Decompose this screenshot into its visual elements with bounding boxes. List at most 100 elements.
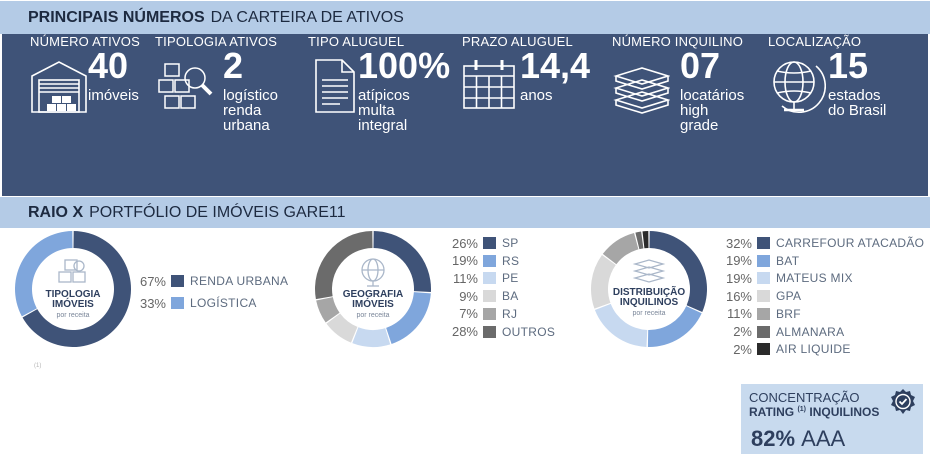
kpi-label: NÚMERO INQUILINO (612, 34, 744, 49)
donut-slice-renda-urbana (22, 231, 131, 347)
legend-item: 16% GPA (716, 288, 801, 304)
donut-slice-rj (316, 297, 340, 323)
donut-label: GEOGRAFIA IMÓVEIS por receita (342, 289, 404, 320)
donut-slice-mateus-mix (594, 303, 648, 347)
kpi-numero-ativos: NÚMERO ATIVOS 40 imóveis (30, 34, 190, 154)
legend-label: MATEUS MIX (776, 271, 853, 286)
donut-chart (315, 231, 431, 347)
legend-value: 33% (139, 295, 166, 311)
kpi-value: 07 (680, 45, 721, 86)
legend-item: 2% ALMANARA (716, 324, 844, 340)
kpi-sub: estados do Brasil (828, 87, 887, 119)
legend-swatch (483, 307, 496, 320)
legend-value: 9% (459, 288, 478, 304)
legend-swatch (757, 325, 770, 338)
legend-label: RENDA URBANA (190, 274, 289, 288)
legend-value: 19% (451, 253, 478, 269)
check-seal-icon (891, 389, 915, 414)
legend-item: 26% SP (442, 235, 519, 251)
legend-swatch (483, 254, 496, 267)
donut-label: TIPOLOGIA IMÓVEIS por receita (45, 289, 101, 320)
legend-label: ALMANARA (776, 324, 845, 339)
legend-swatch (483, 237, 496, 249)
legend-label: RS (502, 253, 520, 268)
legend-swatch (483, 325, 496, 338)
donut-slice-brf (602, 232, 639, 265)
globe-icon (773, 61, 826, 113)
kpi-localizacao: LOCALIZAÇÃO 15 estados do Brasil (768, 34, 928, 154)
legend-item: 33% LOGÍSTICA (138, 295, 257, 311)
legend-item: 28% OUTROS (442, 324, 555, 340)
legend-item: 19% MATEUS MIX (716, 270, 853, 286)
document-icon (315, 59, 355, 113)
donut-slice-rs (386, 292, 431, 344)
warehouse-icon (31, 61, 87, 113)
legend-item: 11% BRF (716, 306, 801, 322)
legend-swatch (757, 237, 770, 249)
kpi-numero-inquilino: NÚMERO INQUILINO 07 locatários high grad… (612, 34, 772, 154)
books-icon (632, 259, 666, 283)
legend-value: 28% (451, 324, 478, 339)
globe-icon (361, 258, 385, 287)
legend-swatch (757, 307, 770, 320)
section-title-bold: RAIO X (28, 203, 84, 221)
legend-swatch (757, 290, 770, 303)
legend-swatch (757, 272, 770, 285)
donut-slice-pe (352, 327, 391, 347)
kpi-label: LOCALIZAÇÃO (768, 34, 862, 49)
header-title-bold: PRINCIPAIS NÚMEROS (28, 8, 205, 26)
kpi-label: TIPOLOGIA ATIVOS (155, 34, 278, 49)
kpi-prazo-aluguel: PRAZO ALUGUEL 14,4 anos (462, 34, 622, 154)
header-bar: PRINCIPAIS NÚMEROS DA CARTEIRA DE ATIVOS (0, 0, 930, 34)
kpi-sub: anos (520, 87, 553, 104)
legend-label: LOGÍSTICA (190, 296, 257, 310)
legend-value: 2% (733, 324, 752, 339)
donut-slice-outros (315, 231, 373, 300)
legend-item: 2% AIR LIQUIDE (716, 341, 851, 357)
legend-item: 7% RJ (442, 306, 517, 322)
rating-value: 82% AAA (751, 426, 846, 451)
legend-swatch (483, 272, 496, 285)
donut-slice-carrefour-atacad-o (649, 231, 707, 313)
legend-label: BAT (776, 253, 800, 268)
legend-swatch (757, 343, 770, 356)
kpi-sub: atípicos multa integral (358, 87, 410, 134)
section-bar: RAIO X PORTFÓLIO DE IMÓVEIS GARE11 (0, 196, 930, 228)
legend-label: RJ (502, 306, 518, 321)
books-icon (613, 67, 670, 114)
legend-item: 19% BAT (716, 253, 799, 269)
kpi-label: NÚMERO ATIVOS (30, 34, 140, 49)
legend-label: AIR LIQUIDE (776, 342, 851, 357)
legend-item: 32% CARREFOUR ATACADÃO (716, 235, 924, 251)
rating-box: CONCENTRAÇÃO RATING (1) INQUILINOS 82% A… (741, 384, 923, 454)
legend-value: 11% (452, 270, 478, 286)
legend-swatch (757, 254, 770, 267)
kpi-value: 2 (223, 45, 244, 86)
donut-slice-gpa (591, 255, 616, 309)
legend-value: 26% (451, 235, 478, 251)
legend-value: 2% (733, 341, 752, 357)
legend-value: 16% (725, 288, 752, 304)
legend-label: BA (502, 289, 519, 304)
kpi-panel (2, 34, 928, 196)
legend-value: 11% (726, 306, 752, 322)
donut-chart (591, 231, 707, 347)
kpi-label: PRAZO ALUGUEL (462, 34, 573, 49)
legend-value: 19% (725, 253, 752, 269)
kpi-value: 15 (828, 45, 869, 86)
footnote: (1) (34, 363, 42, 369)
legend-value: 32% (725, 235, 752, 251)
donut-chart (15, 231, 131, 347)
kpi-sub: logístico renda urbana (223, 87, 279, 134)
legend-item: 11% PE (442, 270, 519, 286)
donut-slice-almanara (635, 231, 644, 250)
donut-tipologia: TIPOLOGIA IMÓVEIS por receita (14, 230, 132, 348)
donut-geografia: GEOGRAFIA IMÓVEIS por receita (314, 230, 432, 348)
donut-slice-ba (326, 313, 358, 343)
kpi-tipologia-ativos: TIPOLOGIA ATIVOS 2 logístico renda urban… (155, 34, 315, 154)
header-title-rest: DA CARTEIRA DE ATIVOS (210, 8, 404, 26)
donut-distribuicao: DISTRIBUIÇÃO INQUILINOS por receita (590, 230, 708, 348)
legend-label: GPA (776, 289, 802, 304)
legend-label: PE (502, 271, 519, 286)
donut-slice-bat (647, 306, 702, 347)
